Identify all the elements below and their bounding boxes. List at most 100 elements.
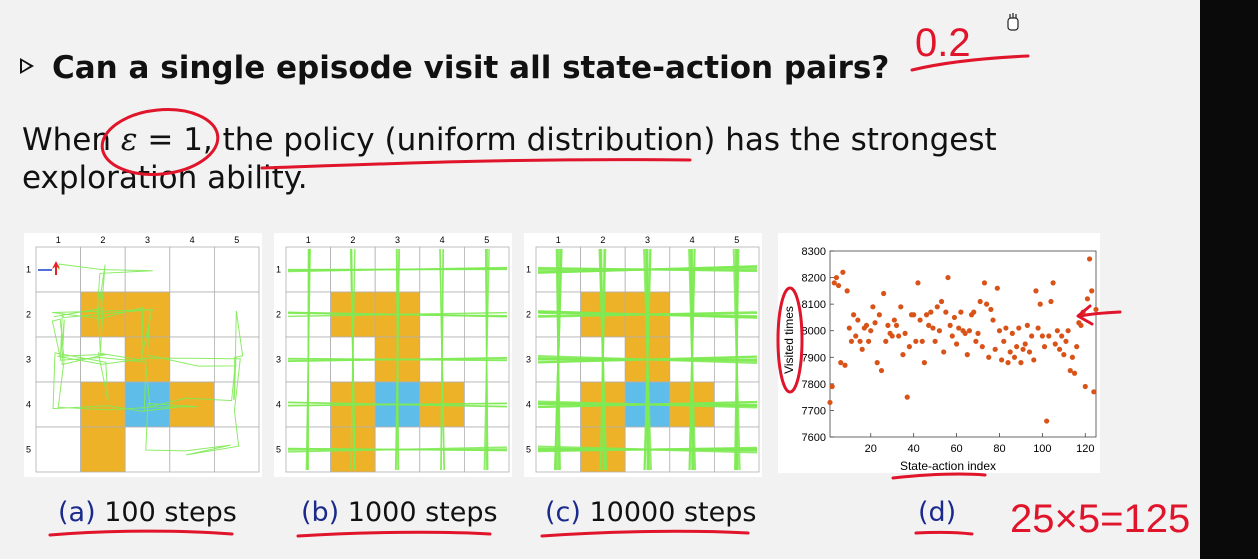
chart-point	[1007, 349, 1013, 355]
chart-point	[953, 341, 960, 347]
panel-c-col-label: 3	[645, 235, 650, 245]
panel-b-trajectory	[287, 248, 508, 471]
chart-point	[941, 349, 947, 355]
caption-d: (d)	[918, 497, 956, 528]
chart-point	[853, 333, 859, 339]
chart-point	[902, 330, 908, 336]
panel-b-row-label: 4	[276, 400, 281, 410]
chart-x-tick-label: 40	[908, 443, 920, 455]
caption-b-letter: (b)	[301, 497, 340, 528]
chart-point	[915, 280, 921, 286]
chart-point	[932, 338, 938, 344]
chart-point	[1024, 322, 1030, 328]
chart-point	[848, 338, 855, 344]
panel-a-cell	[169, 426, 215, 473]
chart-point	[1018, 360, 1024, 366]
chart-point	[859, 346, 865, 352]
start-arrow-icon	[52, 261, 60, 275]
caption-a-text: 100 steps	[95, 497, 237, 528]
chart-point	[1056, 346, 1063, 352]
epsilon-symbol: ε	[120, 122, 138, 158]
chart-point	[930, 325, 936, 331]
panel-c-row-label: 2	[526, 310, 531, 320]
chart-point	[958, 309, 964, 315]
panel-a-row-label: 4	[26, 400, 31, 410]
chart-point	[893, 322, 900, 328]
chart-point	[977, 298, 983, 305]
panel-b-row-label: 5	[276, 445, 281, 455]
caption-a-underline	[48, 529, 234, 537]
panel-b-row-label: 2	[276, 310, 281, 320]
chart-point	[1020, 346, 1026, 352]
chart-point	[850, 312, 857, 318]
caption-b: (b) 1000 steps	[301, 497, 498, 528]
chart-point	[1082, 383, 1088, 390]
chart-point	[1031, 357, 1037, 363]
chart-point	[913, 338, 919, 344]
chart-point	[981, 280, 988, 286]
chart-point	[896, 333, 902, 339]
chart-point	[1093, 306, 1099, 313]
chart-point	[951, 314, 958, 321]
chart-point	[938, 298, 945, 305]
caption-b-underline	[296, 530, 492, 538]
chart-point	[1044, 418, 1050, 424]
caption-a-letter: (a)	[58, 497, 96, 528]
chart-point	[1033, 288, 1039, 294]
panel-a-cell	[169, 246, 215, 293]
chart-point	[831, 280, 837, 286]
panel-a-col-label: 2	[100, 235, 105, 245]
caption-d-letter: (d)	[918, 497, 957, 528]
chart-point	[1029, 333, 1035, 339]
chart-point	[988, 306, 994, 313]
sentence-equals: = 1,	[137, 122, 213, 158]
chart-point	[975, 330, 981, 336]
chart-point	[1050, 280, 1056, 286]
chart-point	[1067, 367, 1073, 374]
chart-point	[866, 338, 872, 344]
xlabel-underline	[891, 472, 987, 480]
chart-point	[1080, 309, 1086, 315]
chart-point	[964, 352, 970, 358]
panel-b-col-label: 5	[484, 235, 489, 245]
grid-panel-10000-steps: 1 1 2 2 3 3 4 4 5 5	[524, 233, 762, 477]
chart-x-tick-label: 120	[1076, 443, 1094, 455]
panel-b-row-label: 3	[276, 355, 281, 365]
chart-point	[973, 338, 979, 344]
chart-point	[906, 344, 912, 350]
panel-b-col-label: 4	[440, 235, 445, 245]
panel-a-row-label: 2	[26, 310, 31, 320]
caption-c-underline	[540, 529, 750, 538]
chart-x-axis-label: State-action index	[900, 459, 996, 473]
chart-point	[956, 325, 962, 331]
panel-a-cell	[124, 426, 171, 473]
chart-point	[1086, 256, 1093, 262]
chart-point	[947, 322, 953, 328]
chart-point	[1089, 288, 1095, 294]
chart-y-tick-label: 8000	[802, 326, 826, 338]
chart-point	[842, 362, 848, 368]
chart-point	[863, 322, 870, 328]
chart-point	[1041, 344, 1048, 350]
panel-b-col-label: 1	[306, 235, 311, 245]
panel-c-row-label: 3	[526, 355, 531, 365]
panel-a-cell	[169, 381, 215, 428]
panel-a-col-label: 1	[56, 235, 61, 245]
chart-point	[1063, 338, 1069, 344]
chart-point	[1035, 325, 1041, 331]
chart-point	[1003, 325, 1009, 331]
hand-cursor-icon	[1007, 13, 1019, 31]
chart-point	[921, 360, 927, 366]
caption-a: (a) 100 steps	[58, 497, 237, 528]
chart-point	[1022, 341, 1028, 347]
panel-c-col-label: 1	[556, 235, 561, 245]
panel-a-row-label: 3	[26, 355, 31, 365]
chart-x-tick-label: 60	[950, 443, 962, 455]
handwritten-value: 0.2	[915, 21, 971, 65]
chart-point	[1037, 301, 1043, 307]
chart-point	[1091, 389, 1097, 395]
chart-point	[827, 399, 833, 406]
panel-a-trajectory	[51, 263, 244, 456]
chart-point	[945, 274, 951, 281]
chart-y-tick-label: 7800	[802, 379, 826, 391]
